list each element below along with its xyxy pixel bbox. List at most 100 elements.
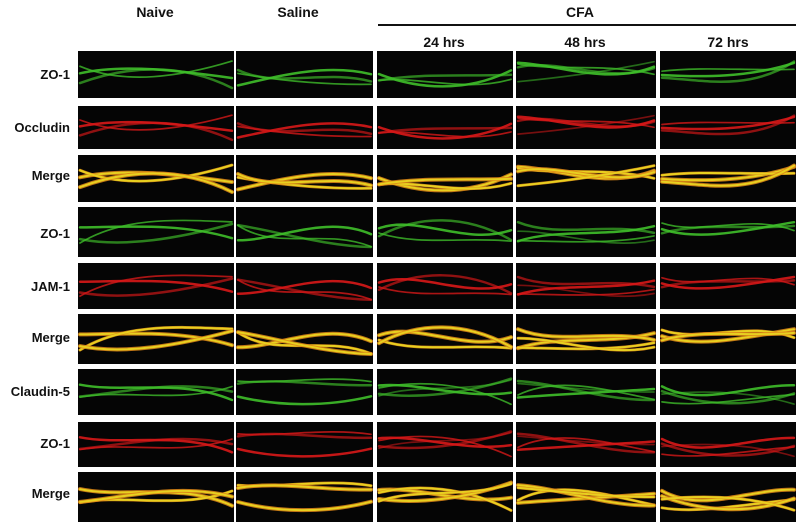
- red-signal-strand: [660, 275, 796, 290]
- micrograph-image: [236, 330, 373, 356]
- micrograph-image: [78, 487, 234, 508]
- micrograph-panel-r3-c3: [377, 155, 513, 202]
- micrograph-panel-r2-c4: [516, 106, 656, 149]
- micrograph-panel-r5-c3: [377, 263, 513, 309]
- red-signal-strand: [377, 126, 513, 135]
- merged-signal-strand: [661, 331, 795, 342]
- merged-signal-strand: [517, 337, 655, 352]
- green-signal-strand: [660, 220, 796, 236]
- micrograph-panel-r4-c5: [660, 207, 796, 257]
- micrograph-image: [377, 325, 513, 350]
- green-signal-strand: [517, 235, 655, 243]
- merged-signal-strand: [378, 487, 512, 512]
- merged-signal-strand: [378, 326, 512, 348]
- merged-signal-strand: [237, 484, 372, 491]
- column-header-72hrs: 72 hrs: [707, 34, 749, 50]
- micrograph-panel-r6-c3: [377, 314, 513, 364]
- micrograph-image: [660, 327, 796, 344]
- micrograph-image: [660, 384, 796, 405]
- micrograph-panel-r5-c1: [78, 263, 234, 309]
- micrograph-image: [377, 219, 513, 243]
- micrograph-panel-r6-c1: [78, 314, 234, 364]
- green-signal-strand: [516, 379, 656, 402]
- merged-signal-strand: [517, 486, 655, 498]
- micrograph-image: [377, 480, 513, 512]
- red-signal-strand: [516, 440, 656, 452]
- green-signal-strand: [517, 384, 655, 401]
- micrograph-panel-r2-c1: [78, 106, 234, 149]
- micrograph-image: [236, 223, 373, 249]
- micrograph-image: [516, 114, 656, 135]
- micrograph-panel-r4-c1: [78, 207, 234, 257]
- micrograph-panel-r4-c3: [377, 207, 513, 257]
- green-signal-strand: [660, 389, 796, 405]
- green-signal-strand: [378, 78, 512, 86]
- red-signal-strand: [517, 288, 655, 296]
- green-signal-strand: [236, 223, 373, 249]
- merged-signal-strand: [517, 164, 655, 187]
- merged-signal-strand: [237, 500, 372, 512]
- micrograph-panel-r5-c5: [660, 263, 796, 309]
- merged-signal-strand: [378, 177, 512, 186]
- column-header-saline: Saline: [277, 4, 319, 20]
- red-signal-strand: [516, 432, 656, 454]
- micrograph-panel-r2-c2: [236, 106, 373, 149]
- green-signal-strand: [78, 68, 234, 90]
- merged-signal-strand: [79, 489, 233, 503]
- merged-signal-strand: [237, 173, 372, 187]
- micrograph-image: [377, 274, 513, 296]
- row-label-zo1-a: ZO-1: [40, 67, 70, 82]
- merged-signal-strand: [661, 164, 795, 187]
- green-signal-strand: [236, 225, 373, 242]
- micrograph-panel-r9-c3: [377, 472, 513, 522]
- column-header-48hrs: 48 hrs: [564, 34, 606, 50]
- group-header-cfa: CFA: [566, 4, 594, 20]
- micrograph-panel-r3-c5: [660, 155, 796, 202]
- red-signal-strand: [377, 274, 513, 295]
- micrograph-panel-r1-c5: [660, 51, 796, 98]
- red-signal-strand: [79, 114, 233, 131]
- green-signal-strand: [236, 380, 373, 387]
- merged-signal-strand: [517, 488, 655, 506]
- red-signal-strand: [78, 121, 234, 142]
- micrograph-image: [660, 163, 796, 188]
- micrograph-image: [660, 436, 796, 458]
- micrograph-panel-r4-c2: [236, 207, 373, 257]
- red-signal-strand: [661, 443, 795, 458]
- micrograph-panel-r3-c2: [236, 155, 373, 202]
- micrograph-image: [516, 327, 656, 352]
- green-signal-strand: [78, 385, 234, 398]
- merged-signal-strand: [237, 173, 372, 191]
- micrograph-image: [516, 432, 656, 454]
- micrograph-panel-r8-c2: [236, 422, 373, 467]
- micrograph-panel-r3-c1: [78, 155, 234, 202]
- micrograph-panel-r3-c4: [516, 155, 656, 202]
- micrograph-image: [377, 172, 513, 193]
- micrograph-panel-r4-c4: [516, 207, 656, 257]
- micrograph-image: [236, 278, 373, 302]
- red-signal-strand: [517, 284, 655, 298]
- micrograph-image: [78, 325, 234, 352]
- micrograph-panel-r1-c1: [78, 51, 234, 98]
- green-signal-strand: [517, 382, 655, 393]
- merged-signal-strand: [517, 328, 655, 341]
- red-signal-strand: [78, 437, 234, 451]
- red-signal-strand: [236, 279, 373, 295]
- green-signal-strand: [378, 382, 512, 406]
- green-signal-strand: [660, 60, 796, 83]
- micrograph-image: [236, 68, 373, 87]
- merged-signal-strand: [661, 165, 795, 182]
- red-signal-strand: [236, 447, 373, 458]
- micrograph-image: [660, 275, 796, 290]
- micrograph-panel-r7-c2: [236, 369, 373, 415]
- red-signal-strand: [236, 122, 373, 136]
- merged-signal-strand: [79, 326, 233, 351]
- micrograph-panel-r9-c4: [516, 472, 656, 522]
- row-label-merge-a: Merge: [31, 168, 70, 183]
- micrograph-image: [78, 163, 234, 194]
- micrograph-image: [377, 69, 513, 88]
- micrograph-image: [516, 220, 656, 244]
- red-signal-strand: [236, 432, 373, 440]
- micrograph-panel-r6-c2: [236, 314, 373, 364]
- micrograph-image: [377, 430, 513, 458]
